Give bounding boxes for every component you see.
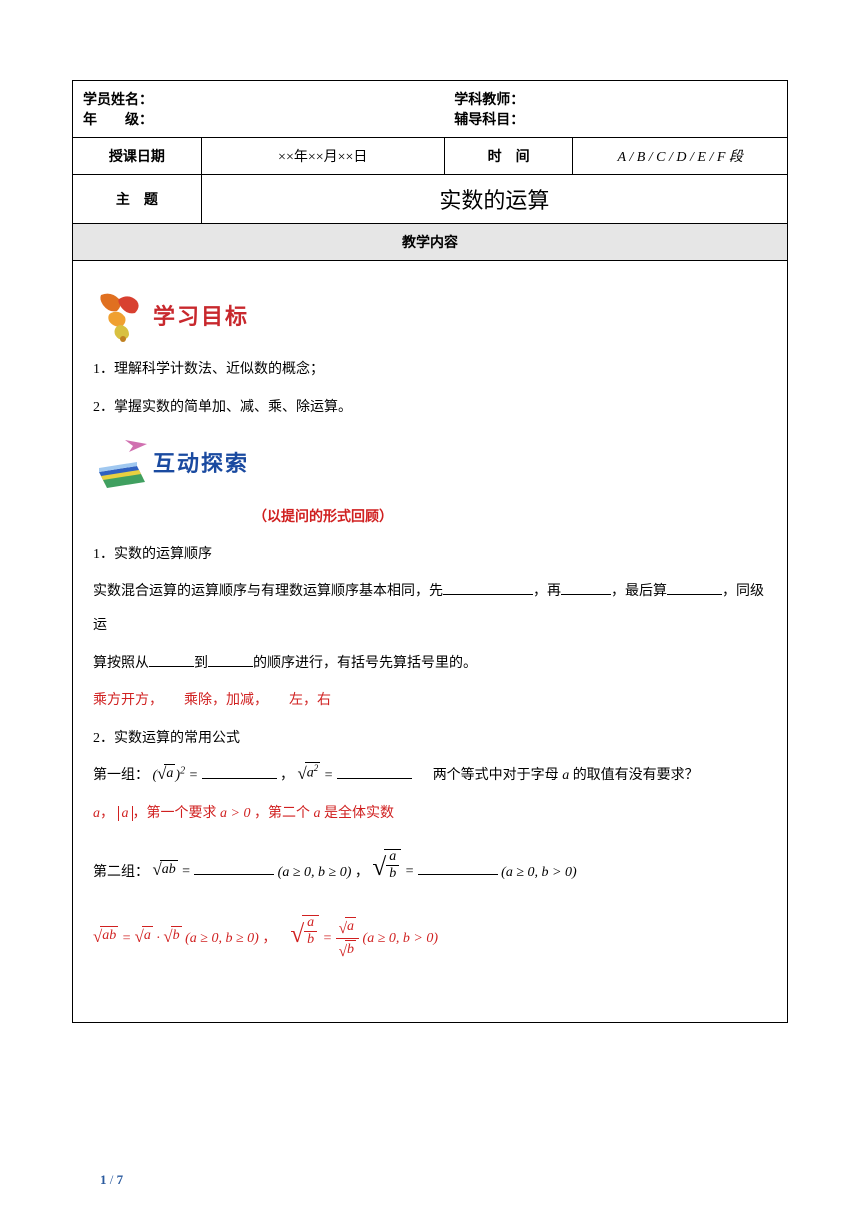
- blank-9: [418, 859, 498, 876]
- comma-1: ，: [280, 768, 294, 783]
- subject-label: 辅导科目：: [454, 111, 524, 127]
- goal-item-2: 2．掌握实数的简单加、减、乘、除运算。: [93, 391, 767, 425]
- section-label: 教学内容: [73, 224, 788, 261]
- date-row: 授课日期 ××年××月××日 时 间 A / B / C / D / E / F…: [73, 138, 788, 175]
- explore-banner-text: 互动探索: [153, 438, 249, 491]
- topic-label: 主 题: [73, 175, 202, 224]
- content-cell: 学习目标 1．理解科学计数法、近似数的概念； 2．掌握实数的简单加、减、乘、除运…: [73, 261, 788, 1023]
- answer-2: a， a，第一个要求 a > 0 ，第二个 a 是全体实数: [93, 797, 767, 831]
- g1-q: 两个等式中对于字母: [433, 768, 559, 783]
- page-footer: 1 / 7: [100, 1172, 123, 1188]
- blank-8: [194, 859, 274, 876]
- g2-label: 第二组：: [93, 864, 149, 879]
- student-label: 学员姓名：: [83, 91, 153, 107]
- group-2: 第二组： √ab = (a ≥ 0, b ≥ 0) ， √ab = (a ≥ 0…: [93, 849, 767, 889]
- comma-3: ，: [262, 931, 276, 946]
- ans2-a2: a: [313, 806, 324, 821]
- p1-sentence-2: 算按照从 到 的顺序进行，有括号先算括号里的。: [93, 647, 767, 681]
- ans2-a1: a: [93, 806, 100, 821]
- g1-label: 第一组：: [93, 768, 149, 783]
- ans2-abs: a: [118, 806, 133, 821]
- blank-4: [149, 650, 194, 667]
- ans3-left: √ab = √a · √b (a ≥ 0, b ≥ 0): [93, 931, 262, 946]
- blank-5: [208, 650, 253, 667]
- books-plane-icon: [93, 436, 153, 492]
- blank-1: [443, 579, 533, 596]
- header-right-cell: 学科教师： 辅导科目：: [444, 81, 787, 138]
- p1-c: ，最后算: [611, 584, 667, 599]
- blank-6: [202, 763, 277, 780]
- ans2-sep1: ，: [100, 806, 114, 821]
- content-row: 学习目标 1．理解科学计数法、近似数的概念； 2．掌握实数的简单加、减、乘、除运…: [73, 261, 788, 1023]
- blank-3: [667, 579, 722, 596]
- ans2-b: ，第一个要求: [133, 806, 217, 821]
- formula-sqrt-asq: √a2 =: [298, 768, 337, 783]
- formula-sqrt-ab: √ab =: [153, 864, 195, 879]
- ans2-d: 是全体实数: [324, 806, 394, 821]
- topic-value: 实数的运算: [201, 175, 787, 224]
- var-a: a: [562, 768, 573, 783]
- section-row: 教学内容: [73, 224, 788, 261]
- group-1: 第一组： (√a)2 = ， √a2 = 两个等式中对于字母 a 的取值有没有要…: [93, 759, 767, 793]
- p1-f: 到: [194, 656, 208, 671]
- page-sep: /: [110, 1172, 117, 1187]
- p1-title: 1．实数的运算顺序: [93, 538, 767, 572]
- goal-item-1: 1．理解科学计数法、近似数的概念；: [93, 353, 767, 387]
- p1-a: 实数混合运算的运算顺序与有理数运算顺序基本相同，先: [93, 584, 443, 599]
- page-container: 学员姓名： 年 级： 学科教师： 辅导科目： 授课日期 ××年××月××日 时 …: [0, 0, 860, 1063]
- topic-row: 主 题 实数的运算: [73, 175, 788, 224]
- date-value: ××年××月××日: [201, 138, 444, 175]
- explore-banner: 互动探索: [93, 436, 767, 492]
- p1-b: ，再: [533, 584, 561, 599]
- goals-banner: 学习目标: [93, 289, 767, 345]
- teacher-label: 学科教师：: [454, 91, 524, 107]
- leaf-bell-icon: [93, 289, 153, 345]
- g1-q2: 的取值有没有要求？: [573, 768, 699, 783]
- ans3-right: √ab = √a√b (a ≥ 0, b > 0): [290, 931, 438, 946]
- p2-title: 2．实数运算的常用公式: [93, 722, 767, 756]
- p1-g: 的顺序进行，有括号先算括号里的。: [253, 656, 477, 671]
- formula-sqrt-a-sq: (√a)2 =: [153, 768, 202, 783]
- explore-note: （以提问的形式回顾）: [253, 500, 767, 534]
- p1-sentence: 实数混合运算的运算顺序与有理数运算顺序基本相同，先，再，最后算，同级运: [93, 575, 767, 642]
- p1-e: 算按照从: [93, 656, 149, 671]
- ans2-cond: a > 0: [220, 806, 250, 821]
- page-num: 1: [100, 1172, 107, 1187]
- date-label: 授课日期: [73, 138, 202, 175]
- lesson-table: 学员姓名： 年 级： 学科教师： 辅导科目： 授课日期 ××年××月××日 时 …: [72, 80, 788, 1023]
- comma-2: ，: [355, 864, 369, 879]
- blank-7: [337, 763, 412, 780]
- goals-banner-text: 学习目标: [153, 291, 249, 344]
- time-label: 时 间: [444, 138, 573, 175]
- cond-a-over-b: (a ≥ 0, b > 0): [501, 864, 576, 879]
- ans2-c: ，第二个: [254, 806, 310, 821]
- header-left-cell: 学员姓名： 年 级：: [73, 81, 445, 138]
- page-total: 7: [117, 1172, 124, 1187]
- answer-1: 乘方开方， 乘除，加减， 左，右: [93, 684, 767, 718]
- time-value: A / B / C / D / E / F 段: [573, 138, 788, 175]
- blank-2: [561, 579, 611, 596]
- formula-sqrt-a-over-b: √ab =: [372, 864, 417, 879]
- header-row: 学员姓名： 年 级： 学科教师： 辅导科目：: [73, 81, 788, 138]
- answer-3: √ab = √a · √b (a ≥ 0, b ≥ 0) ， √ab = √a√…: [93, 915, 767, 960]
- grade-label: 年 级：: [83, 111, 153, 127]
- cond-ab: (a ≥ 0, b ≥ 0): [278, 864, 352, 879]
